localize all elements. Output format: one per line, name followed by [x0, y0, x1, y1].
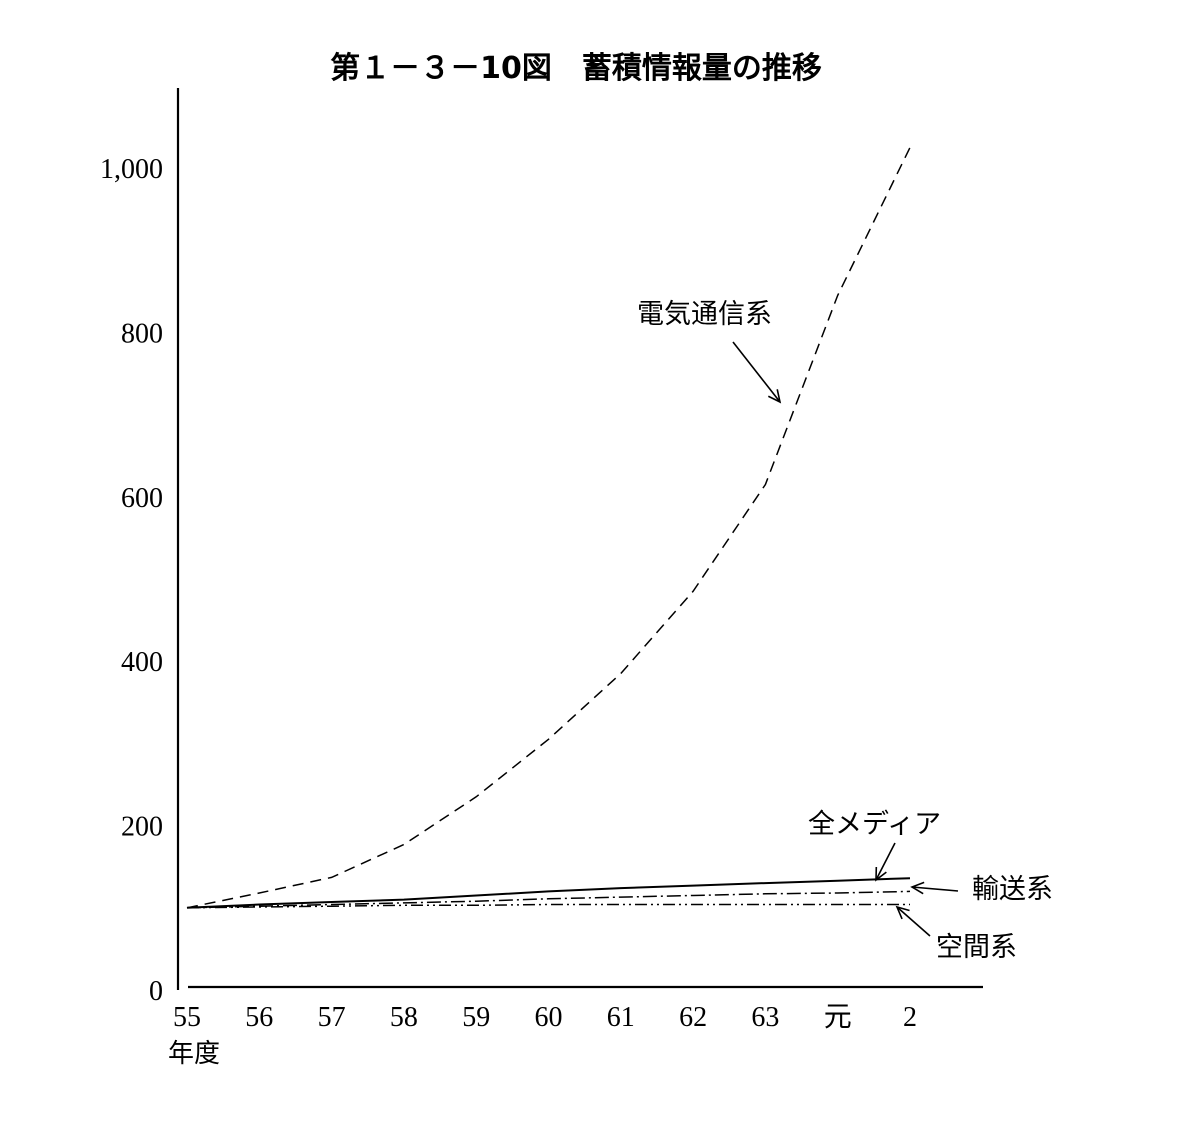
series-label-arrow — [911, 886, 959, 892]
series-line — [186, 877, 911, 909]
y-tick-label: 800 — [121, 318, 163, 349]
x-tick-label: 58 — [390, 1002, 418, 1033]
series-line — [186, 903, 910, 909]
series-label: 電気通信系 — [637, 299, 772, 330]
x-tick-label: 62 — [679, 1002, 707, 1033]
x-axis-label: 年度 — [168, 1039, 220, 1069]
series-line — [186, 890, 911, 909]
y-tick-label: 400 — [121, 647, 163, 678]
chart-title: 第１－３－10図 蓄積情報量の推移 — [330, 51, 822, 86]
series-label-arrowhead — [910, 881, 925, 895]
x-tick-label: 55 — [173, 1002, 201, 1033]
x-tick-label: 2 — [903, 1002, 917, 1033]
y-tick-label: 600 — [121, 483, 163, 514]
series-label-arrow — [896, 906, 931, 937]
series-label-arrowhead — [767, 389, 782, 404]
x-tick-label: 60 — [535, 1002, 563, 1033]
x-tick-label: 59 — [462, 1002, 490, 1033]
series-line — [186, 147, 911, 909]
x-tick-label: 56 — [245, 1002, 273, 1033]
series-label: 空間系 — [936, 932, 1017, 963]
x-tick-label: 元 — [824, 1002, 852, 1033]
series-label-arrowhead — [895, 905, 910, 920]
series-label: 輸送系 — [972, 874, 1053, 905]
x-tick-label: 61 — [607, 1002, 635, 1033]
series-label-arrow — [875, 842, 896, 881]
series-label: 全メディア — [808, 809, 941, 840]
y-tick-label: 200 — [121, 812, 163, 843]
y-tick-labels: 0 200 400 600 800 1,000 — [100, 154, 163, 1007]
x-tick-label: 57 — [318, 1002, 346, 1033]
y-tick-label: 1,000 — [100, 154, 163, 185]
x-tick-label: 63 — [751, 1002, 779, 1033]
series-label-arrowhead — [875, 866, 887, 882]
series-lines — [186, 147, 911, 909]
x-tick-labels: 55 56 57 58 59 60 61 62 63 元 2 — [173, 1002, 917, 1033]
y-tick-label: 0 — [149, 976, 163, 1007]
axes — [176, 88, 983, 990]
series-label-arrow — [732, 341, 781, 403]
